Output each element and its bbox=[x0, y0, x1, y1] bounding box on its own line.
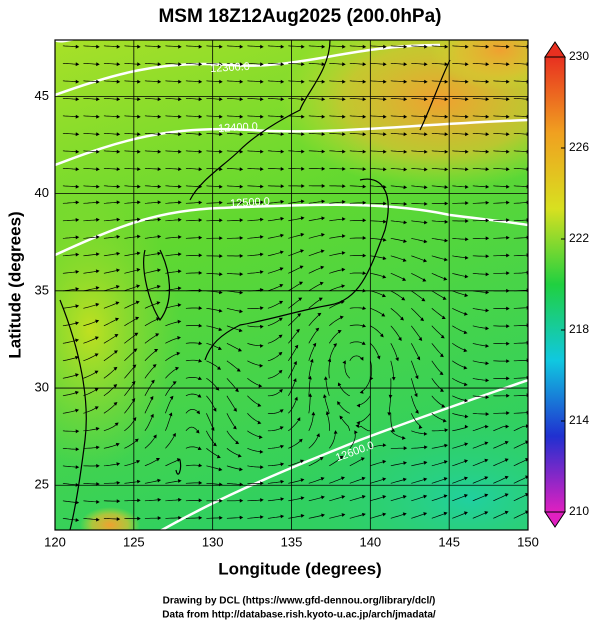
y-tick-label: 35 bbox=[35, 282, 49, 297]
x-tick-label: 145 bbox=[438, 534, 460, 549]
x-tick-label: 125 bbox=[123, 534, 145, 549]
x-tick-label: 120 bbox=[44, 534, 66, 549]
contour-label: 12400.0 bbox=[218, 121, 258, 135]
y-axis-label: Latitude (degrees) bbox=[5, 211, 24, 358]
x-tick-label: 140 bbox=[359, 534, 381, 549]
contour-label: 12500.0 bbox=[230, 196, 270, 210]
colorbar bbox=[545, 57, 565, 512]
colorbar-tick-label: 214 bbox=[569, 413, 589, 427]
colorbar-tick-label: 222 bbox=[569, 231, 589, 245]
colorbar-tick-label: 210 bbox=[569, 504, 589, 518]
colorbar-max bbox=[545, 42, 565, 57]
contour-label: 12300.0 bbox=[210, 61, 250, 75]
y-tick-label: 30 bbox=[35, 379, 49, 394]
chart-title: MSM 18Z12Aug2025 (200.0hPa) bbox=[158, 6, 441, 27]
colorbar-tick-label: 230 bbox=[569, 49, 589, 63]
y-tick-label: 40 bbox=[35, 185, 49, 200]
footer: Data from http://database.rish.kyoto-u.a… bbox=[162, 610, 436, 621]
colorbar-min bbox=[545, 512, 565, 527]
footer: Drawing by DCL (https://www.gfd-dennou.o… bbox=[163, 596, 436, 607]
colorbar-tick-label: 218 bbox=[569, 322, 589, 336]
y-tick-label: 25 bbox=[35, 477, 49, 492]
x-tick-label: 150 bbox=[517, 534, 539, 549]
streamline bbox=[186, 500, 200, 501]
field bbox=[0, 10, 599, 600]
x-axis-label: Longitude (degrees) bbox=[218, 559, 381, 578]
colorbar-tick-label: 226 bbox=[569, 140, 589, 154]
x-tick-label: 130 bbox=[202, 534, 224, 549]
x-tick-label: 135 bbox=[281, 534, 303, 549]
y-tick-label: 45 bbox=[35, 88, 49, 103]
